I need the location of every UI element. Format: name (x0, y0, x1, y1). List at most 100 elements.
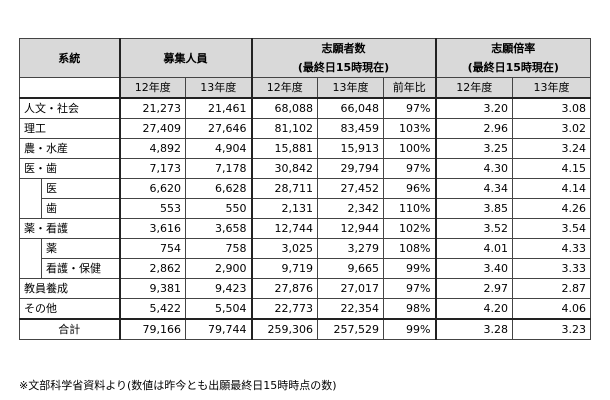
table-row: 理工 27,409 27,646 81,102 83,459 103% 2.96 3.02 (19, 118, 591, 139)
indent-spacer (19, 258, 42, 279)
row-label: 薬・看護 (19, 218, 120, 239)
table-cell: 15,913 (317, 138, 384, 159)
table-row: 医 6,620 6,628 28,711 27,452 96% 4.34 4.14 (19, 178, 591, 199)
row-label: 医 (41, 178, 120, 199)
row-label: 医・歯 (19, 158, 120, 179)
row-label: 薬 (41, 238, 120, 259)
table-body: 人文・社会 21,273 21,461 68,088 66,048 97% 3.20 3.08… (19, 97, 591, 340)
header-prev-ratio: 前年比 (383, 77, 436, 99)
table-cell: 3,616 (118, 218, 186, 239)
table-cell: 4.01 (434, 238, 513, 259)
table-cell: 27,452 (317, 178, 384, 199)
table-cell: 2.96 (434, 118, 513, 139)
row-label: 歯 (41, 198, 120, 219)
table-cell: 2,900 (185, 258, 252, 279)
table-cell: 2.97 (434, 278, 513, 299)
table-row: 歯 553 550 2,131 2,342 110% 3.85 4.26 (19, 198, 591, 219)
table-cell: 3.02 (512, 118, 591, 139)
header-applicants-sub: (最終日15時現在) (250, 58, 436, 78)
table-cell: 3.24 (512, 138, 591, 159)
table-cell: 9,381 (118, 278, 186, 299)
total-cell: 257,529 (317, 318, 384, 340)
table-cell: 103% (383, 118, 436, 139)
table-row: 農・水産 4,892 4,904 15,881 15,913 100% 3.25 3.24 (19, 138, 591, 159)
table-cell: 21,273 (118, 97, 186, 119)
table-cell: 100% (383, 138, 436, 159)
table-cell: 9,719 (250, 258, 318, 279)
table-cell: 6,628 (185, 178, 252, 199)
table-cell: 27,409 (118, 118, 186, 139)
table-cell: 83,459 (317, 118, 384, 139)
table-cell: 3,658 (185, 218, 252, 239)
table-cell: 3,279 (317, 238, 384, 259)
table-cell: 7,173 (118, 158, 186, 179)
table-cell: 3,025 (250, 238, 318, 259)
total-cell: 3.28 (434, 318, 513, 340)
table-row: 薬 754 758 3,025 3,279 108% 4.01 4.33 (19, 238, 591, 259)
table-cell: 3.25 (434, 138, 513, 159)
table-row: 教員養成 9,381 9,423 27,876 27,017 97% 2.97 2.87 (19, 278, 591, 299)
table-cell: 5,504 (185, 298, 252, 320)
table-cell: 2.87 (512, 278, 591, 299)
table-cell: 3.52 (434, 218, 513, 239)
indent-spacer (19, 178, 42, 199)
table-cell: 9,665 (317, 258, 384, 279)
table-cell: 21,461 (185, 97, 252, 119)
header-ratio: 志願倍率 (434, 38, 591, 58)
table-cell: 15,881 (250, 138, 318, 159)
table-cell: 68,088 (250, 97, 318, 119)
table-cell: 27,017 (317, 278, 384, 299)
source-note: ※文部科学省資料より(数値は昨今とも出願最終日15時時点の数) (19, 379, 337, 392)
table-cell: 96% (383, 178, 436, 199)
table-cell: 97% (383, 97, 436, 119)
table-cell: 3.85 (434, 198, 513, 219)
header-applicants: 志願者数 (250, 38, 436, 58)
table-cell: 30,842 (250, 158, 318, 179)
table-cell: 102% (383, 218, 436, 239)
total-label: 合計 (19, 318, 120, 340)
table-cell: 28,711 (250, 178, 318, 199)
applicants-table: 系統 募集人員 志願者数 志願倍率 (最終日15時現在) (最終日15時現在) … (19, 38, 591, 340)
table-cell: 4.06 (512, 298, 591, 320)
header-ratio-sub: (最終日15時現在) (434, 58, 591, 78)
total-cell: 259,306 (250, 318, 318, 340)
table-cell: 4,904 (185, 138, 252, 159)
table-cell: 97% (383, 278, 436, 299)
table-cell: 6,620 (118, 178, 186, 199)
table-cell: 4.14 (512, 178, 591, 199)
table-cell: 97% (383, 158, 436, 179)
table-row: 人文・社会 21,273 21,461 68,088 66,048 97% 3.20 3.08 (19, 97, 591, 119)
table-row: 医・歯 7,173 7,178 30,842 29,794 97% 4.30 4.15 (19, 158, 591, 179)
table-cell: 4.30 (434, 158, 513, 179)
table-cell: 550 (185, 198, 252, 219)
indent-spacer (19, 238, 42, 259)
header-recruit: 募集人員 (118, 38, 252, 78)
table-row: 看護・保健 2,862 2,900 9,719 9,665 99% 3.40 3.33 (19, 258, 591, 279)
total-cell: 79,744 (185, 318, 252, 340)
table-cell: 4,892 (118, 138, 186, 159)
table-cell: 754 (118, 238, 186, 259)
table-cell: 4.15 (512, 158, 591, 179)
table-cell: 108% (383, 238, 436, 259)
table-row: 薬・看護 3,616 3,658 12,744 12,944 102% 3.52 3.54 (19, 218, 591, 239)
row-label: その他 (19, 298, 120, 320)
table-cell: 12,744 (250, 218, 318, 239)
table-cell: 29,794 (317, 158, 384, 179)
table-cell: 12,944 (317, 218, 384, 239)
header-ratio-y12: 12年度 (434, 77, 513, 99)
table-cell: 3.54 (512, 218, 591, 239)
table-cell: 3.08 (512, 97, 591, 119)
row-label: 教員養成 (19, 278, 120, 299)
table-cell: 81,102 (250, 118, 318, 139)
header-category: 系統 (19, 38, 120, 78)
table-cell: 27,646 (185, 118, 252, 139)
table-cell: 9,423 (185, 278, 252, 299)
table-cell: 553 (118, 198, 186, 219)
table-cell: 4.33 (512, 238, 591, 259)
table-cell: 27,876 (250, 278, 318, 299)
header-applicants-y13: 13年度 (317, 77, 384, 99)
table-cell: 2,131 (250, 198, 318, 219)
table-cell: 22,773 (250, 298, 318, 320)
table-cell: 2,862 (118, 258, 186, 279)
total-cell: 99% (383, 318, 436, 340)
